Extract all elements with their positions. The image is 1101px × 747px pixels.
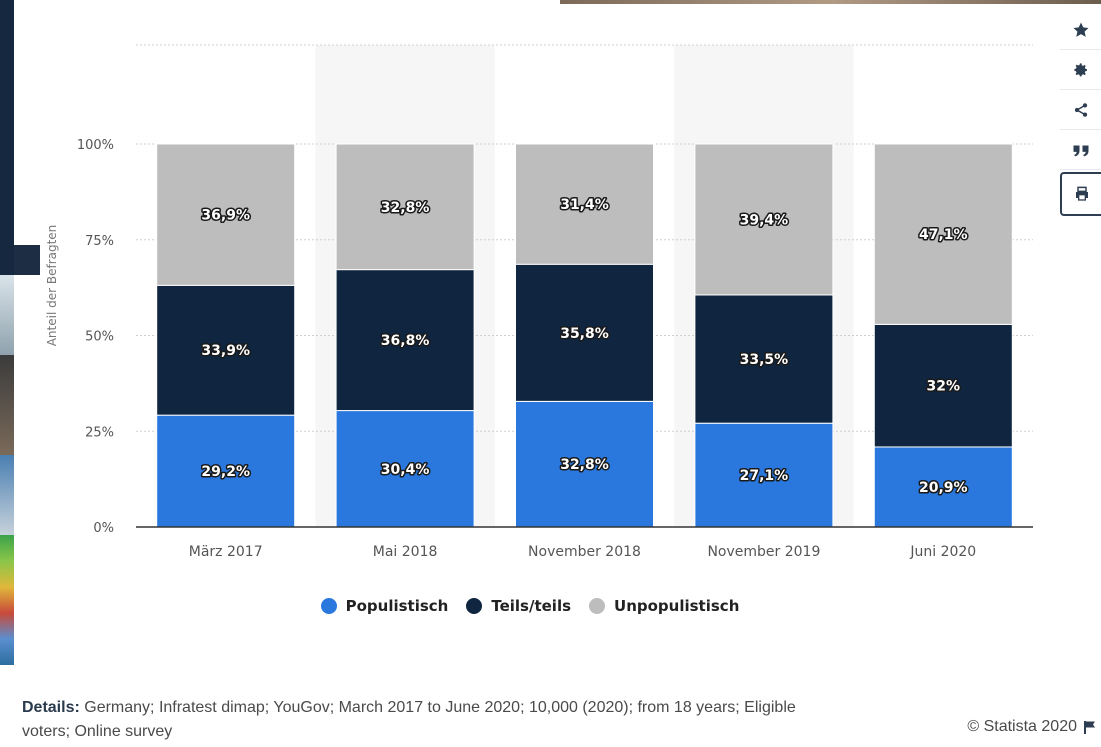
y-tick-label: 50% — [85, 330, 114, 345]
data-label: 36,8% — [381, 333, 430, 349]
print-icon — [1075, 186, 1088, 201]
bar-segment — [873, 143, 1013, 325]
background-photo-fragment — [560, 0, 1101, 4]
y-tick-label: 25% — [85, 425, 114, 440]
details-note: Details: Germany; Infratest dimap; YouGo… — [22, 696, 802, 744]
data-label: 33,9% — [201, 343, 250, 359]
bar-segment — [335, 143, 475, 271]
legend-swatch — [320, 598, 337, 614]
settings-button[interactable] — [1060, 50, 1101, 90]
legend-label: Unpopulistisch — [614, 597, 740, 615]
data-label: 32,8% — [560, 457, 609, 473]
favorite-button[interactable] — [1060, 10, 1101, 50]
bar-segment — [335, 269, 475, 412]
bar-segment — [156, 284, 296, 416]
legend-item[interactable]: Teils/teils — [466, 597, 571, 615]
bar-segment — [515, 263, 654, 402]
data-label: 20,9% — [919, 480, 968, 496]
data-label: 32% — [927, 379, 961, 395]
background-photo-fragment — [0, 355, 14, 455]
bar-segment — [515, 143, 654, 265]
legend-item[interactable]: Unpopulistisch — [589, 597, 739, 615]
bar-segment — [694, 422, 834, 528]
cite-button[interactable] — [1060, 130, 1101, 170]
share-icon — [1074, 102, 1087, 117]
gear-icon — [1073, 62, 1087, 76]
data-label: 35,8% — [560, 326, 609, 342]
bar-segment — [156, 414, 296, 528]
data-label: 47,1% — [919, 227, 968, 243]
background-photo-fragment — [0, 275, 14, 355]
share-button[interactable] — [1060, 90, 1101, 130]
x-category-label: Mai 2018 — [373, 544, 438, 560]
bar-segment — [694, 143, 834, 296]
copyright: © Statista 2020 — [967, 718, 1097, 736]
legend-swatch — [466, 598, 483, 614]
legend-item[interactable]: Populistisch — [320, 597, 449, 615]
data-label: 32,8% — [381, 200, 430, 216]
data-label: 36,9% — [201, 208, 250, 224]
background-photo-fragment — [0, 455, 14, 535]
flag-icon[interactable] — [1083, 720, 1097, 734]
bar-segment — [156, 143, 296, 286]
data-label: 30,4% — [381, 462, 430, 478]
bar-segment — [873, 323, 1013, 448]
legend-label: Populistisch — [345, 597, 449, 615]
chart-legend: Populistisch Teils/teils Unpopulistisch — [0, 597, 1060, 615]
legend-label: Teils/teils — [491, 597, 572, 615]
background-photo-fragment — [0, 535, 14, 665]
y-axis-title: Anteil der Befragten — [45, 225, 59, 347]
bar-segment — [694, 294, 834, 424]
quote-icon — [1073, 145, 1088, 156]
legend-swatch — [589, 598, 606, 614]
x-category-label: März 2017 — [189, 544, 263, 560]
background-photo-fragment — [0, 0, 14, 275]
x-category-label: November 2019 — [707, 544, 820, 560]
data-label: 39,4% — [740, 212, 789, 228]
data-label: 29,2% — [201, 464, 250, 480]
details-text: Germany; Infratest dimap; YouGov; March … — [22, 699, 796, 740]
x-category-label: Juni 2020 — [909, 544, 976, 560]
side-toolbar — [1060, 10, 1101, 216]
copyright-text[interactable]: © Statista 2020 — [967, 718, 1077, 735]
y-tick-label: 100% — [77, 138, 114, 153]
details-label: Details: — [22, 699, 80, 716]
star-icon — [1073, 22, 1088, 37]
y-tick-label: 75% — [85, 234, 114, 249]
data-label: 33,5% — [740, 352, 789, 368]
stacked-bar-chart: 0% 25% 50% 75% 100% 29,2% 33,9% 36,9% März 2017 3… — [45, 44, 1033, 560]
background-photo-fragment — [14, 245, 40, 275]
bar-segment — [515, 400, 654, 528]
data-label: 31,4% — [560, 197, 609, 213]
y-tick-label: 0% — [93, 521, 114, 536]
print-button[interactable] — [1060, 172, 1101, 216]
x-category-label: November 2018 — [528, 544, 641, 560]
data-label: 27,1% — [740, 468, 789, 484]
